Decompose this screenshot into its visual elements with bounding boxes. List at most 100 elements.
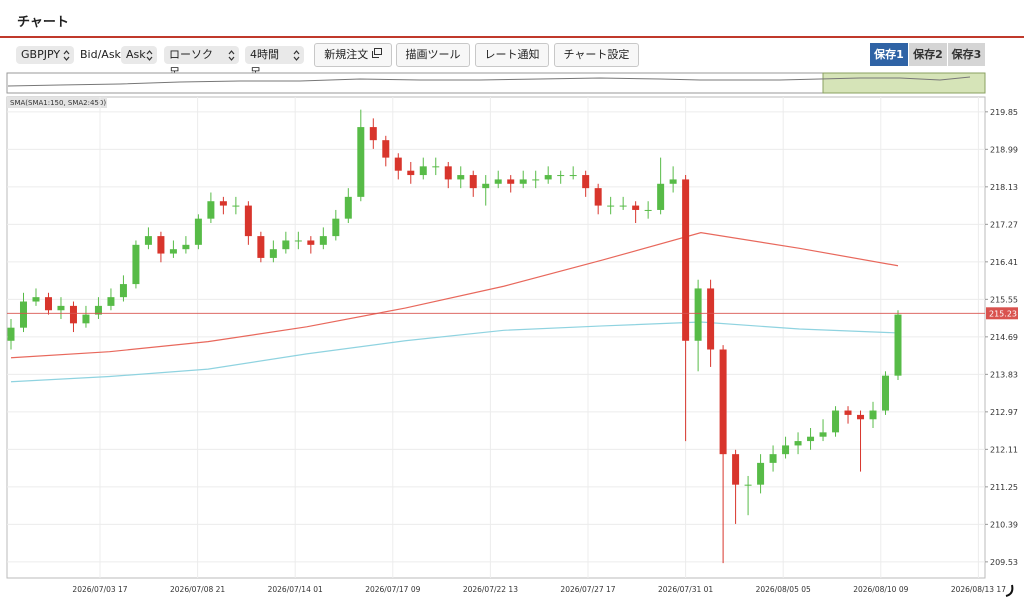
- candle-body: [369, 127, 377, 141]
- candle-body: [694, 288, 702, 341]
- candle-body: [519, 179, 527, 184]
- candle-body: [382, 140, 390, 158]
- sma-line: [10, 232, 899, 359]
- candle-body: [882, 375, 890, 411]
- button-text: レート通知: [484, 48, 540, 61]
- label-text: Bid/Ask: [80, 48, 121, 61]
- indicator-label: SMA(SMA1:150, SMA2:450): [10, 99, 106, 107]
- grid: [7, 97, 985, 578]
- tab-text: 保存3: [951, 48, 982, 61]
- candle-body: [219, 201, 227, 206]
- candle-body: [269, 249, 277, 258]
- y-tick-label: 219.85: [990, 108, 1018, 117]
- candle-body: [769, 454, 777, 463]
- candle-body: [632, 205, 640, 210]
- y-tick-label: 209.53: [990, 558, 1018, 567]
- tab-text: 保存2: [913, 48, 943, 61]
- navigator-window[interactable]: [822, 72, 986, 94]
- candle-body: [507, 179, 515, 184]
- resize-icon: [1005, 584, 1014, 597]
- candle-body: [444, 166, 452, 180]
- candle-body: [307, 240, 315, 245]
- candle-body: [282, 240, 290, 250]
- candle-body: [232, 205, 240, 207]
- candle-body: [244, 205, 252, 237]
- y-tick-label: 214.69: [990, 333, 1018, 342]
- x-tick-label: 2026/08/10 09: [853, 585, 908, 594]
- x-tick-label: 2026/08/05 05: [756, 585, 811, 594]
- save-tab[interactable]: 保存3: [948, 43, 985, 66]
- symbol-select[interactable]: GBPJPY: [16, 46, 74, 64]
- candle-body: [319, 236, 327, 245]
- candle-body: [857, 414, 865, 420]
- navigator[interactable]: [6, 72, 986, 94]
- candle-body: [107, 297, 115, 306]
- candle-body: [194, 218, 202, 245]
- candle-body: [82, 314, 90, 324]
- candle-body: [832, 410, 840, 433]
- candle-body: [619, 205, 627, 207]
- candle-body: [719, 349, 727, 455]
- y-tick-label: 216.41: [990, 258, 1018, 267]
- candle-body: [94, 305, 102, 315]
- candle-body: [132, 244, 140, 285]
- save-tab[interactable]: 保存2: [909, 43, 947, 66]
- y-tick-label: 218.13: [990, 183, 1018, 192]
- candle-body: [807, 436, 815, 442]
- page-title: チャート: [17, 15, 69, 30]
- candle-body: [7, 327, 15, 341]
- button-text: 描画ツール: [405, 48, 461, 61]
- x-tick-label: 2026/08/13 17: [951, 585, 1006, 594]
- plot-frame: [6, 96, 986, 579]
- candle-body: [469, 175, 477, 189]
- candle-body: [557, 175, 565, 177]
- save-tab[interactable]: 保存1: [870, 43, 908, 66]
- x-tick-label: 2026/07/17 09: [365, 585, 420, 594]
- price-type-select[interactable]: Ask: [121, 46, 157, 64]
- y-tick-label: 210.39: [990, 520, 1018, 529]
- candle-body: [894, 314, 902, 376]
- candle-body: [682, 179, 690, 341]
- x-tick-label: 2026/07/14 01: [268, 585, 323, 594]
- candle-body: [544, 175, 552, 180]
- candle-body: [257, 236, 265, 258]
- indicator-label-box: [7, 97, 107, 108]
- x-tick-label: 2026/07/03 17: [72, 585, 127, 594]
- select-arrows: [63, 50, 70, 61]
- candle-body: [844, 410, 852, 415]
- x-tick-label: 2026/07/22 13: [463, 585, 518, 594]
- sma-line: [10, 321, 899, 383]
- chart-style-select[interactable]: ローソク足: [164, 46, 239, 79]
- candle-body: [207, 201, 215, 219]
- candle-body: [69, 305, 77, 324]
- button-text: チャート設定: [563, 48, 630, 61]
- draw-tool-button[interactable]: 描画ツール: [396, 43, 470, 67]
- candle-body: [119, 284, 127, 298]
- candle-body: [819, 432, 827, 437]
- popup-icon: [371, 48, 382, 58]
- chart-settings-button[interactable]: チャート設定: [554, 43, 639, 67]
- candle-body: [582, 175, 590, 189]
- x-tick-label: 2026/07/27 17: [560, 585, 615, 594]
- x-tick-label: 2026/07/08 21: [170, 585, 225, 594]
- last-price-box: [986, 307, 1018, 320]
- candle-body: [707, 288, 715, 350]
- candle-body: [569, 175, 577, 177]
- rate-alert-button[interactable]: レート通知: [475, 43, 549, 67]
- candle-body: [294, 240, 302, 242]
- candle-body: [19, 301, 27, 328]
- candle-body: [157, 236, 165, 254]
- select-arrows: [228, 50, 235, 61]
- header: チャート: [0, 0, 1024, 38]
- candle-body: [782, 445, 790, 455]
- candle-body: [644, 209, 652, 211]
- candle-body: [457, 175, 465, 180]
- candle-body: [144, 236, 152, 245]
- navigator-line: [7, 76, 971, 87]
- tab-text: 保存1: [874, 48, 904, 61]
- new-order-button[interactable]: 新規注文: [314, 43, 392, 67]
- candle-body: [332, 218, 340, 237]
- price-type-label: Bid/Ask: [80, 46, 121, 64]
